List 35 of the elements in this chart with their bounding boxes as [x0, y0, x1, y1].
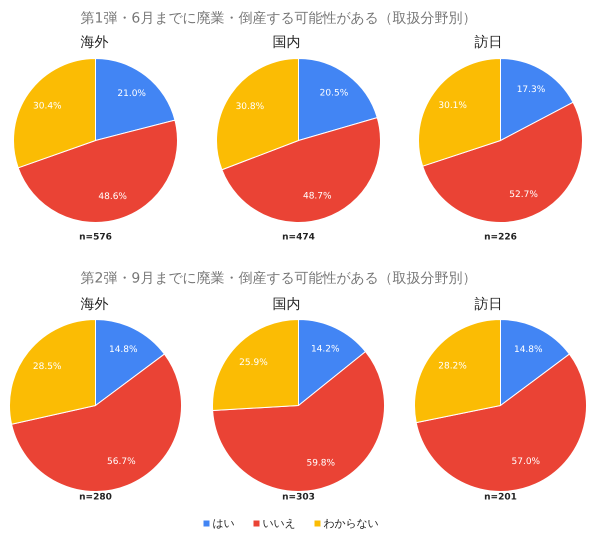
chart-subtitle: 海外 [80, 296, 108, 312]
text: n=303 [282, 492, 315, 502]
data-label: 20.5% [320, 88, 349, 98]
data-label: 30.1% [438, 100, 468, 111]
text: n=201 [484, 492, 517, 502]
text: n=226 [484, 232, 517, 242]
chart-subtitle: 訪日 [474, 296, 502, 312]
data-label: 14.2% [310, 344, 340, 355]
legend-label: わからない [324, 517, 378, 530]
text: n=280 [79, 492, 112, 502]
text: n=474 [282, 232, 315, 242]
data-label: 14.8% [514, 345, 544, 356]
data-label: 30.8% [236, 102, 265, 112]
chart-title: 第1弾・6月までに廃業・倒産する可能性がある（取扱分野別） [80, 10, 476, 26]
legend-label: いいえ [262, 517, 296, 530]
chart-subtitle: 国内 [272, 296, 300, 312]
data-label: 21.0% [117, 88, 146, 99]
data-label: 56.7% [107, 456, 136, 467]
data-label: 14.8% [108, 345, 138, 356]
chart-subtitle: 海外 [80, 34, 108, 50]
data-label: 57.0% [512, 457, 541, 468]
data-label: 30.4% [33, 101, 62, 112]
data-label: 48.7% [302, 191, 332, 202]
text: 第2弾・9月までに廃業・倒産する可能性がある（取扱分野別） [80, 270, 476, 286]
text: n=576 [79, 232, 112, 242]
data-label: 48.6% [98, 192, 128, 202]
data-label: 28.5% [32, 362, 62, 372]
data-label: 59.8% [306, 458, 336, 468]
data-label: 25.9% [239, 358, 268, 368]
data-label: 52.7% [509, 190, 538, 200]
data-label: 17.3% [516, 84, 546, 95]
chart-subtitle: 国内 [272, 34, 300, 50]
legend-label: はい [212, 517, 234, 530]
data-label: 28.2% [438, 361, 468, 372]
chart-subtitle: 訪日 [474, 34, 502, 50]
